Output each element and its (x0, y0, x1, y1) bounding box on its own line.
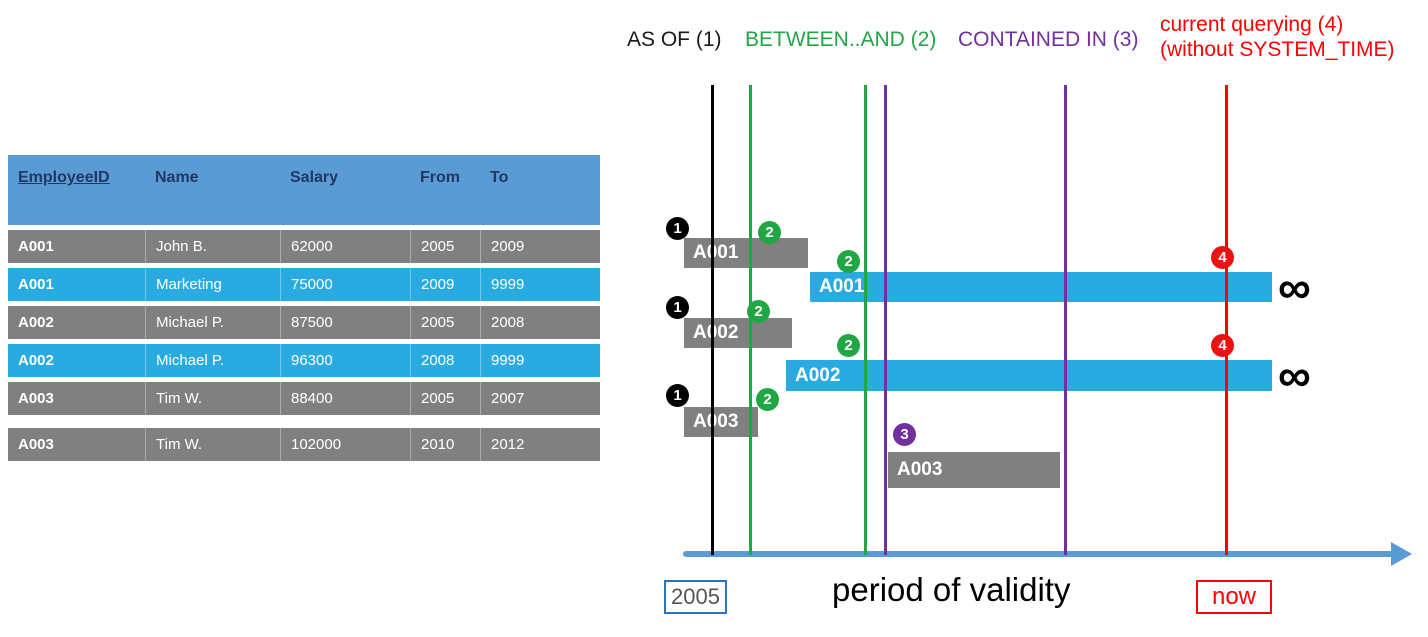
table-cell: 88400 (280, 382, 410, 415)
bar-a001-history: A001 (684, 238, 808, 268)
table-row: A002 Michael P. 96300 2008 9999 (8, 344, 600, 377)
table-cell: 2008 (410, 344, 480, 377)
table-row: A003 Tim W. 88400 2005 2007 (8, 382, 600, 415)
table-cell: A002 (18, 352, 54, 369)
employee-history-table: EmployeeID Name Salary From To A001 John… (8, 155, 600, 461)
contained-in-end-line (1064, 85, 1067, 555)
table-row: A001 Marketing 75000 2009 9999 (8, 268, 600, 301)
badge-between: 2 (747, 300, 770, 323)
table-cell: A001 (18, 276, 54, 293)
legend-current-querying: current querying (4) (without SYSTEM_TIM… (1160, 12, 1395, 62)
table-header-salary: Salary (290, 169, 339, 186)
table-row: A002 Michael P. 87500 2005 2008 (8, 306, 600, 339)
now-box: now (1196, 580, 1272, 614)
axis-title: period of validity (832, 571, 1071, 608)
table-cell: Marketing (145, 268, 280, 301)
table-cell: Tim W. (145, 428, 280, 461)
legend-between-and: BETWEEN..AND (2) (745, 28, 937, 51)
legend-contained-in: CONTAINED IN (3) (958, 28, 1139, 51)
contained-in-start-line (884, 85, 887, 555)
bar-a002-history: A002 (684, 318, 792, 348)
badge-as-of: 1 (666, 217, 689, 240)
table-cell: 2010 (410, 428, 480, 461)
badge-between: 2 (756, 388, 779, 411)
table-row: A001 John B. 62000 2005 2009 (8, 230, 600, 263)
legend-current-querying-line2: (without SYSTEM_TIME) (1160, 38, 1395, 61)
table-cell: 102000 (280, 428, 410, 461)
table-cell: 2005 (410, 230, 480, 263)
axis-arrowhead-icon (1391, 542, 1412, 566)
table-header-name: Name (155, 169, 199, 186)
between-end-line (864, 85, 867, 555)
table-cell: 2012 (480, 428, 600, 461)
badge-current: 4 (1211, 334, 1234, 357)
table-cell: A003 (18, 390, 54, 407)
table-cell: 2005 (410, 382, 480, 415)
table-cell: Michael P. (145, 306, 280, 339)
table-cell: 2009 (410, 268, 480, 301)
table-cell: 9999 (480, 344, 600, 377)
table-header-row: EmployeeID Name Salary From To (8, 155, 600, 225)
badge-as-of: 1 (666, 296, 689, 319)
badge-between: 2 (837, 334, 860, 357)
bar-a003-history-2: A003 (888, 452, 1060, 488)
badge-between: 2 (758, 221, 781, 244)
start-year-box: 2005 (664, 580, 727, 614)
bar-a001-current: A001 (810, 272, 1272, 302)
table-cell: A003 (18, 436, 54, 453)
infinity-symbol: ∞ (1278, 349, 1311, 401)
bar-a002-current: A002 (786, 360, 1272, 391)
table-cell: 2007 (480, 382, 600, 415)
table-cell: A002 (18, 314, 54, 331)
badge-contained-in: 3 (893, 423, 916, 446)
now-line (1225, 85, 1228, 555)
badge-between: 2 (837, 250, 860, 273)
table-cell: 2005 (410, 306, 480, 339)
table-cell: John B. (145, 230, 280, 263)
infinity-symbol: ∞ (1278, 261, 1311, 313)
table-cell: 62000 (280, 230, 410, 263)
table-cell: Tim W. (145, 382, 280, 415)
table-cell: Michael P. (145, 344, 280, 377)
table-row: A003 Tim W. 102000 2010 2012 (8, 428, 600, 461)
table-cell: 87500 (280, 306, 410, 339)
table-cell: 75000 (280, 268, 410, 301)
table-cell: 96300 (280, 344, 410, 377)
table-cell: 2009 (480, 230, 600, 263)
badge-as-of: 1 (666, 384, 689, 407)
table-cell: 2008 (480, 306, 600, 339)
table-header-employeeid: EmployeeID (18, 169, 110, 186)
legend-current-querying-line1: current querying (4) (1160, 13, 1344, 36)
timeline-axis (683, 551, 1393, 557)
badge-current: 4 (1211, 246, 1234, 269)
table-cell: A001 (18, 238, 54, 255)
legend-as-of: AS OF (1) (627, 28, 722, 51)
bar-a003-history-1: A003 (684, 407, 758, 437)
as-of-line (711, 85, 714, 555)
table-header-to: To (490, 169, 509, 186)
table-cell: 9999 (480, 268, 600, 301)
table-header-from: From (420, 169, 460, 186)
